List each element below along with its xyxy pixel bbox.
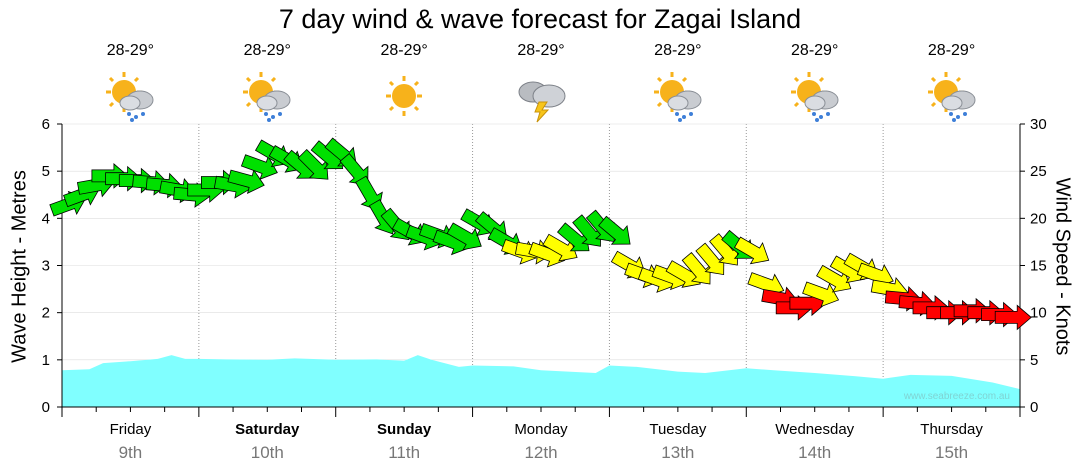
tick-labels: 0 1 2 3 4 5 6 0 5 10 15 20 25 30 [42, 116, 1047, 416]
wind-arrow [816, 264, 852, 293]
y-left-tick-label: 6 [42, 116, 50, 133]
y-right-tick-label: 15 [1030, 258, 1047, 275]
cloud-storm-icon [509, 68, 573, 124]
day-temperature: 28-29° [791, 42, 839, 59]
day-temperature: 28-29° [243, 42, 291, 59]
day-temperature: 28-29° [380, 42, 428, 59]
wave-height-area [62, 355, 1020, 407]
day-name: Saturday [235, 421, 300, 438]
day-temperature: 28-29° [517, 42, 565, 59]
day-date: 11th [388, 443, 421, 462]
y-right-tick-label: 0 [1030, 399, 1038, 416]
wind-arrow [227, 169, 265, 194]
day-date: 15th [935, 443, 969, 462]
chart-title: 7 day wind & wave forecast for Zagai Isl… [278, 4, 802, 34]
day-temperature: 28-29° [927, 42, 976, 59]
y-axis-left-label: Wave Height - Metres [8, 170, 31, 363]
wind-arrow [572, 214, 602, 247]
day-name: Thursday [920, 421, 983, 438]
day-name: Sunday [377, 421, 432, 438]
chart-axes [57, 123, 1025, 417]
y-left-tick-label: 2 [42, 305, 50, 322]
wind-arrow [297, 148, 329, 180]
y-left-tick-label: 1 [42, 352, 50, 369]
y-axis-right-label: Wind Speed - Knots [1051, 177, 1074, 356]
day-date: 12th [524, 443, 558, 462]
day-name: Tuesday [649, 421, 707, 438]
sun-cloud-rain-icon [235, 68, 299, 124]
wind-arrows [49, 137, 1032, 331]
wind-arrow [446, 222, 482, 251]
sun-cloud-rain-icon [646, 68, 710, 124]
sun-cloud-rain-icon [98, 68, 162, 124]
y-right-tick-label: 30 [1030, 116, 1047, 133]
wind-arrow [994, 304, 1032, 331]
wind-arrow [240, 154, 278, 180]
y-right-tick-label: 10 [1030, 305, 1047, 322]
y-left-tick-label: 5 [42, 163, 50, 180]
day-date: 14th [798, 443, 832, 462]
day-name: Friday [109, 421, 152, 438]
wind-arrow [556, 222, 590, 252]
y-left-tick-label: 0 [42, 399, 50, 416]
day-name: Monday [514, 421, 568, 438]
day-temperature: 28-29° [654, 42, 702, 59]
wind-arrow [542, 233, 578, 262]
wind-arrow [733, 236, 770, 265]
y-right-tick-label: 5 [1030, 352, 1038, 369]
y-left-tick-label: 3 [42, 258, 50, 275]
day-temperature: 28-29° [106, 42, 155, 59]
day-date: 13th [661, 443, 695, 462]
y-left-tick-label: 4 [42, 210, 50, 227]
wind-arrow [695, 242, 725, 276]
wind-arrow [681, 251, 711, 285]
day-date: 10th [250, 443, 284, 462]
sun-cloud-rain-icon [783, 68, 847, 124]
day-date: 9th [118, 443, 143, 462]
y-right-tick-label: 20 [1030, 210, 1047, 227]
wind-arrow [802, 281, 840, 308]
credit-label: www.seabreeze.com.au [903, 391, 1010, 402]
wind-arrow [598, 215, 631, 245]
sun-cloud-rain-icon [920, 68, 984, 124]
sun-icon [372, 68, 436, 124]
y-right-tick-label: 25 [1030, 163, 1047, 180]
day-name: Wednesday [775, 421, 855, 438]
